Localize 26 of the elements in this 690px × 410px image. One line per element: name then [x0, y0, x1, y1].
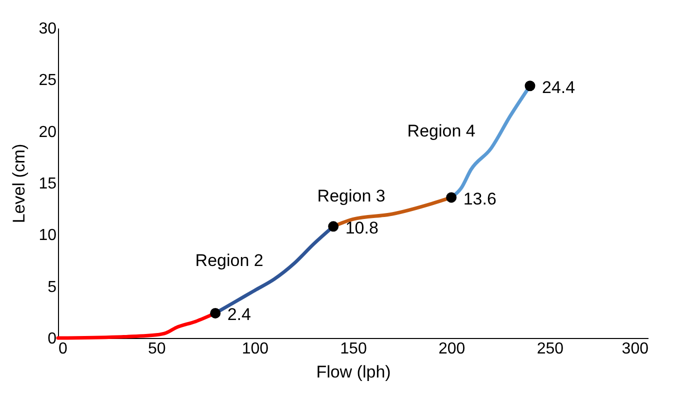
data-label: 13.6 [463, 189, 496, 208]
y-axis-title: Level (cm) [10, 144, 29, 224]
x-tick-label: 0 [58, 340, 68, 358]
x-tick-label: 150 [340, 340, 367, 358]
point [446, 192, 457, 203]
y-tick-label: 25 [38, 72, 57, 90]
y-tick-label: 5 [48, 278, 57, 296]
point [524, 80, 536, 92]
annotation: Region 3 [317, 186, 386, 206]
x-tick-label: 300 [622, 340, 649, 358]
x-axis-title: Flow (lph) [316, 362, 391, 382]
x-tick-label: 100 [242, 340, 269, 358]
data-label: 2.4 [227, 305, 251, 324]
point [328, 221, 339, 232]
point [210, 308, 221, 318]
data-label: 24.4 [542, 78, 576, 97]
x-tick-label: 250 [536, 340, 564, 358]
x-tick-label: 200 [438, 340, 466, 358]
y-tick-label: 10 [38, 227, 57, 244]
annotation: Region 4 [407, 121, 476, 140]
y-tick-label: 20 [38, 124, 57, 141]
y-tick-label: 30 [38, 20, 57, 38]
data-label: 10.8 [345, 218, 378, 238]
annotation: Region 2 [195, 251, 264, 270]
x-tick-label: 50 [148, 340, 166, 358]
y-tick-label: 15 [38, 176, 57, 192]
